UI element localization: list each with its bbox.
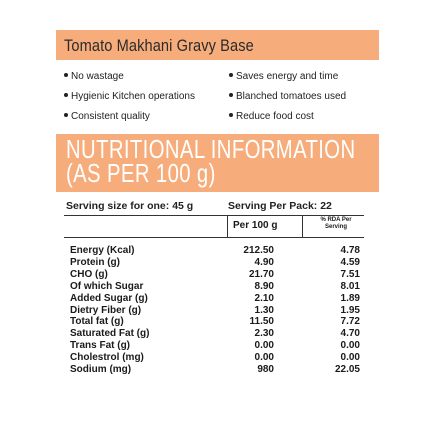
table-row: Cholestrol (mg) 0.00 0.00 <box>0 352 428 364</box>
rda-value: 4.59 <box>340 256 360 268</box>
per100-value: 2.30 <box>254 328 274 340</box>
serving-size: Serving size for one: 45 g <box>66 200 194 212</box>
bullet-icon <box>64 113 68 118</box>
rda-value: 4.78 <box>340 245 360 256</box>
per100-value: 1.30 <box>254 304 274 316</box>
nutrient-name: Added Sugar (g) <box>70 292 148 304</box>
nutrient-name: Energy (Kcal) <box>70 245 135 256</box>
nutrient-name: Total fat (g) <box>70 316 124 328</box>
feature-item: Hygienic Kitchen operations <box>64 91 195 102</box>
bullet-icon <box>229 73 233 78</box>
nutrient-name: Sodium (mg) <box>70 364 132 375</box>
table-row: Trans Fat (g) 0.00 0.00 <box>0 340 428 352</box>
feature-item: Consistent quality <box>64 111 150 122</box>
per100-value: 11.50 <box>249 316 274 328</box>
table-row: Dietry Fiber (g) 1.30 1.95 <box>0 305 428 317</box>
rda-value: 0.00 <box>340 352 360 364</box>
per100-value: 980 <box>257 364 274 375</box>
bullet-icon <box>229 93 233 98</box>
table-rule-header <box>64 237 364 238</box>
bullet-icon <box>229 113 233 118</box>
per100-value: 21.70 <box>248 268 274 280</box>
col-rda-header: % RDA Per Serving <box>320 217 352 230</box>
table-row: CHO (g) 21.70 7.51 <box>0 269 428 281</box>
product-title: Tomato Makhani Gravy Base <box>64 36 254 55</box>
feature-item: Saves energy and time <box>229 71 338 82</box>
rda-value: 22.05 <box>334 364 360 375</box>
per100-value: 4.90 <box>254 256 274 268</box>
nutrition-heading-line1: NUTRITIONAL INFORMATION <box>66 134 356 164</box>
feature-item: Blanched tomatoes used <box>229 91 346 102</box>
feature-item: No wastage <box>64 71 124 82</box>
rda-value: 8.01 <box>340 280 360 292</box>
nutrient-name: Saturated Fat (g) <box>70 328 150 340</box>
nutrient-name: Of which Sugar <box>70 280 144 292</box>
table-row: Energy (Kcal) 212.50 4.78 <box>0 245 428 257</box>
table-row: Sodium (mg) 980 22.05 <box>0 364 428 376</box>
per100-value: 8.90 <box>254 280 274 292</box>
rda-value: 1.89 <box>340 292 360 304</box>
serving-per-pack: Serving Per Pack: 22 <box>228 200 332 212</box>
rda-value: 1.95 <box>340 304 360 316</box>
nutrient-name: Dietry Fiber (g) <box>70 304 142 316</box>
table-col-divider <box>227 215 228 237</box>
nutrition-heading-line2: (AS PER 100 g) <box>66 158 216 188</box>
nutrient-name: Protein (g) <box>70 256 120 268</box>
table-row: Of which Sugar 8.90 8.01 <box>0 281 428 293</box>
title-band <box>56 30 379 60</box>
nutrient-name: Trans Fat (g) <box>70 340 131 352</box>
table-rule-top <box>64 215 364 216</box>
table-col-divider <box>302 215 303 237</box>
per100-value: 212.50 <box>243 245 274 256</box>
rda-value: 4.70 <box>340 328 360 340</box>
per100-value: 2.10 <box>254 292 274 304</box>
bullet-icon <box>64 73 68 78</box>
col-per100-header: Per 100 g <box>233 220 278 231</box>
per100-value: 0.00 <box>254 340 274 352</box>
table-row: Protein (g) 4.90 4.59 <box>0 257 428 269</box>
rda-value: 0.00 <box>340 340 360 352</box>
table-row: Saturated Fat (g) 2.30 4.70 <box>0 328 428 340</box>
nutrition-heading: NUTRITIONAL INFORMATION (AS PER 100 g) <box>66 134 356 188</box>
rda-value: 7.51 <box>340 268 360 280</box>
per100-value: 0.00 <box>254 352 274 364</box>
bullet-icon <box>64 93 68 98</box>
feature-item: Reduce food cost <box>229 111 314 122</box>
nutrient-name: Cholestrol (mg) <box>70 352 144 364</box>
table-row: Added Sugar (g) 2.10 1.89 <box>0 293 428 305</box>
nutrition-heading-band <box>56 134 379 192</box>
table-row: Total fat (g) 11.50 7.72 <box>0 316 428 328</box>
rda-value: 7.72 <box>340 316 360 328</box>
nutrient-name: CHO (g) <box>70 268 108 280</box>
